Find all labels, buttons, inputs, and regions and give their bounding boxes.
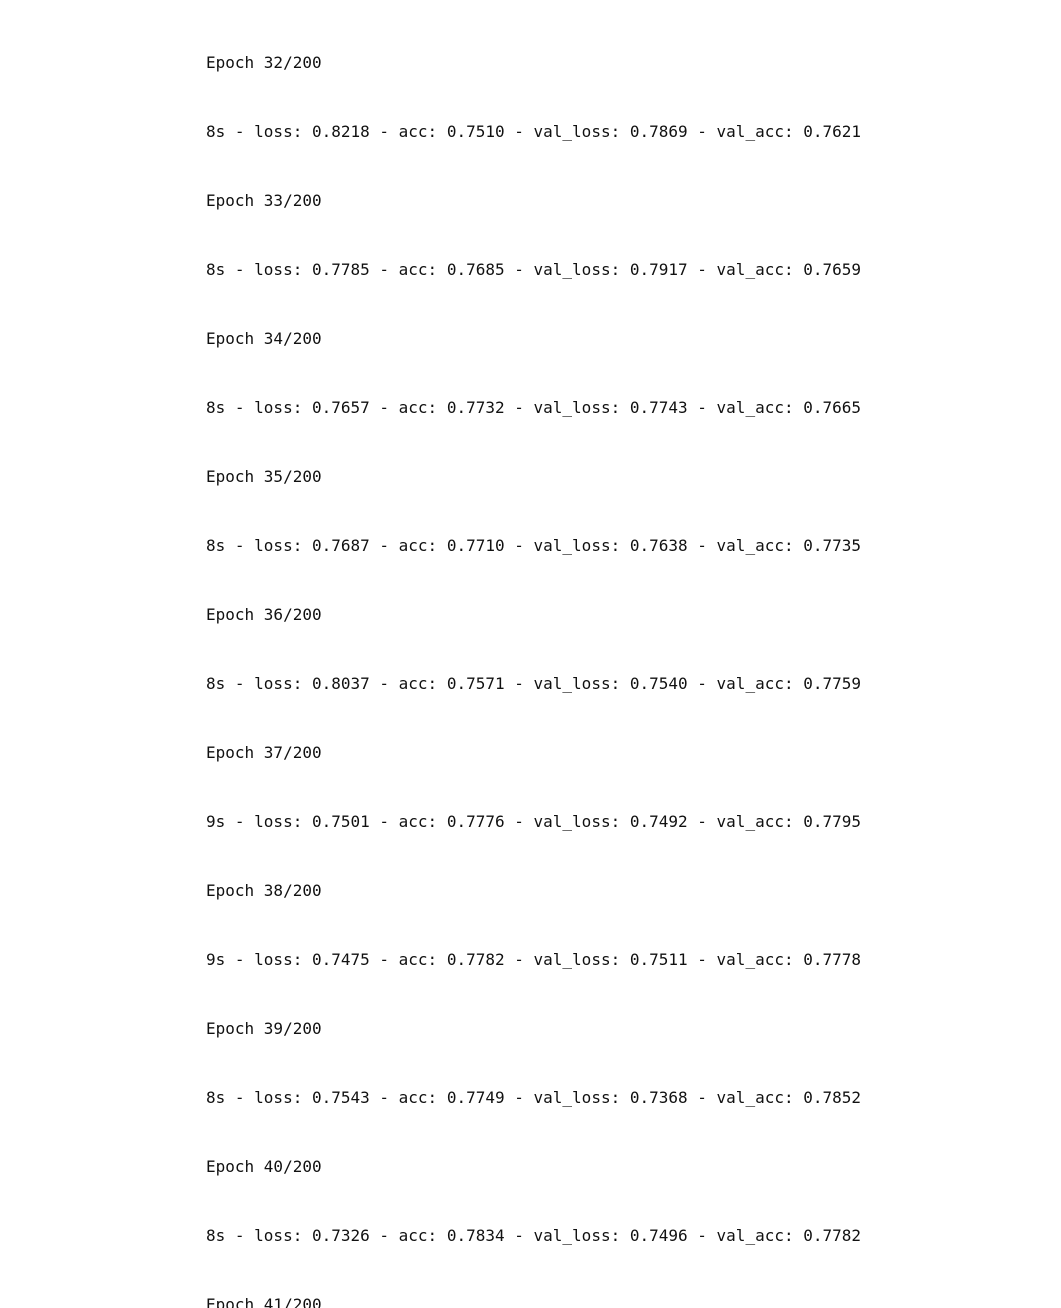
epoch-stats: 8s - loss: 0.7657 - acc: 0.7732 - val_lo… [206, 398, 862, 417]
epoch-stats: 8s - loss: 0.7326 - acc: 0.7834 - val_lo… [206, 1226, 862, 1245]
epoch-header: Epoch 39/200 [206, 1019, 322, 1038]
epoch-header: Epoch 38/200 [206, 881, 322, 900]
epoch-stats: 8s - loss: 0.7687 - acc: 0.7710 - val_lo… [206, 536, 862, 555]
epoch-stats: 8s - loss: 0.8037 - acc: 0.7571 - val_lo… [206, 674, 862, 693]
epoch-header: Epoch 41/200 [206, 1295, 322, 1308]
epoch-header: Epoch 37/200 [206, 743, 322, 762]
epoch-header: Epoch 40/200 [206, 1157, 322, 1176]
epoch-header: Epoch 36/200 [206, 605, 322, 624]
epoch-stats: 8s - loss: 0.7543 - acc: 0.7749 - val_lo… [206, 1088, 862, 1107]
epoch-header: Epoch 32/200 [206, 53, 322, 72]
epoch-header: Epoch 33/200 [206, 191, 322, 210]
epoch-stats: 9s - loss: 0.7501 - acc: 0.7776 - val_lo… [206, 812, 862, 831]
epoch-stats: 8s - loss: 0.8218 - acc: 0.7510 - val_lo… [206, 122, 862, 141]
epoch-header: Epoch 35/200 [206, 467, 322, 486]
epoch-stats: 8s - loss: 0.7785 - acc: 0.7685 - val_lo… [206, 260, 862, 279]
epoch-header: Epoch 34/200 [206, 329, 322, 348]
training-log: Epoch 32/200 8s - loss: 0.8218 - acc: 0.… [206, 5, 861, 1308]
epoch-stats: 9s - loss: 0.7475 - acc: 0.7782 - val_lo… [206, 950, 862, 969]
